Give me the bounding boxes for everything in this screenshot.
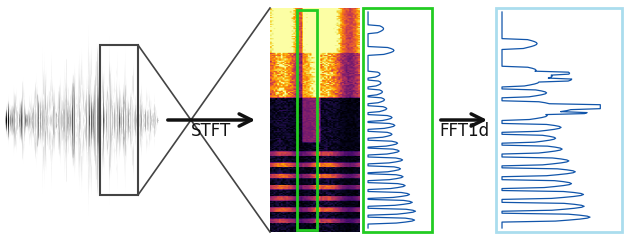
Bar [496,8,622,232]
Bar [100,45,138,195]
Text: FFT1d: FFT1d [439,122,489,140]
Text: STFT: STFT [192,122,232,140]
Bar [363,8,432,232]
Bar [297,10,317,230]
